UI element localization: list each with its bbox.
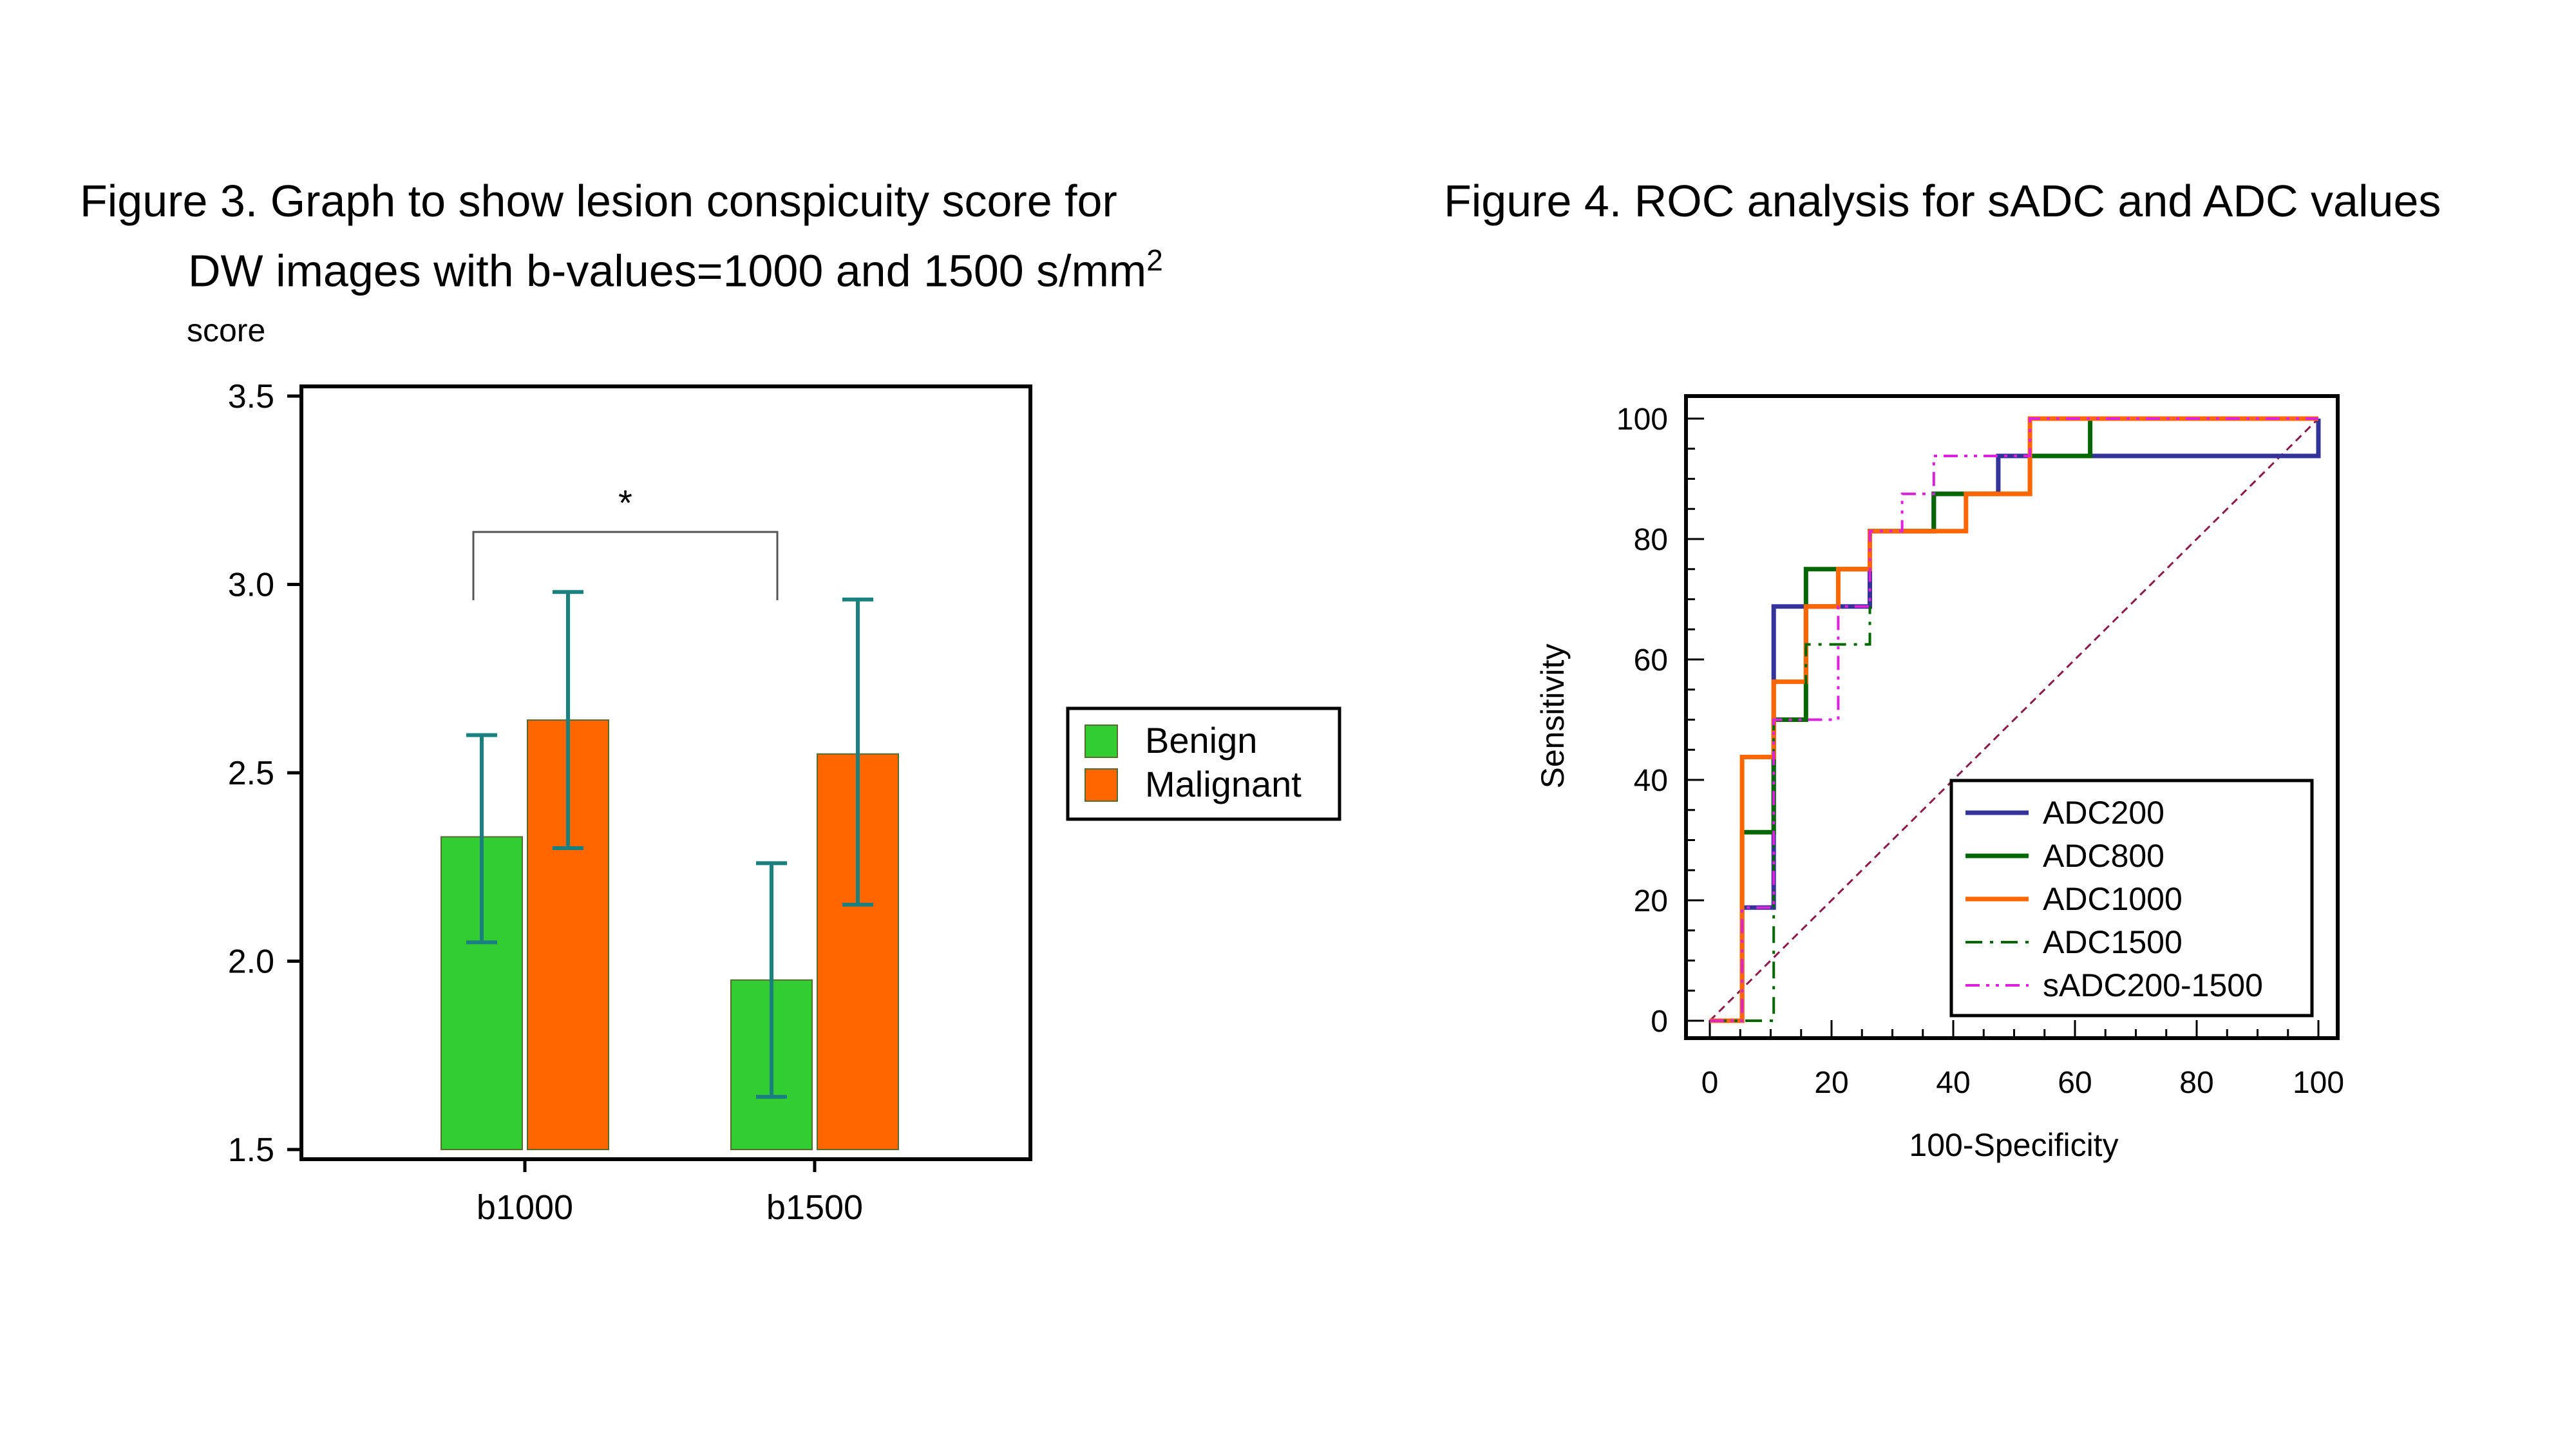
bar-chart-ytick-label: 1.5 <box>228 1132 274 1169</box>
figure3-caption-label: Figure 3. <box>80 176 258 226</box>
roc-diagonal-reference <box>1709 417 2320 1022</box>
bar-chart-xtick-label: b1000 <box>477 1188 573 1227</box>
bar-chart-ytick-label: 2.0 <box>228 943 274 981</box>
figure4-caption-text: ROC analysis for sADC and ADC values <box>1634 176 2441 226</box>
figure3-caption-line2: DW images with b-values=1000 and 1500 s/… <box>188 245 1147 296</box>
roc-ytick-label: 20 <box>1634 884 1668 918</box>
roc-legend-label-adc200: ADC200 <box>2043 795 2164 831</box>
roc-xtick-label: 40 <box>1936 1066 1970 1100</box>
bar-chart-frame <box>299 384 1032 1161</box>
roc-legend-label-adc1500: ADC1500 <box>2043 924 2183 960</box>
legend-swatch-benign <box>1084 724 1118 758</box>
roc-legend-label-adc1000: ADC1000 <box>2043 881 2183 917</box>
figure3-caption-superscript: 2 <box>1146 243 1163 277</box>
roc-xtick-label: 20 <box>1814 1066 1848 1100</box>
roc-chart: 0 20 40 60 80 100 0 20 40 60 80 100 100-Specificity S… <box>1535 394 2344 1163</box>
roc-legend-label-adc800: ADC800 <box>2043 838 2164 874</box>
roc-series-adc1000 <box>1710 416 2318 1023</box>
figure4-caption: Figure 4. ROC analysis for sADC and ADC … <box>1444 171 2441 231</box>
figure3-caption-line2-wrap: DW images with b-values=1000 and 1500 s/… <box>80 231 1163 300</box>
bar-chart-ytick-label: 3.0 <box>228 567 274 604</box>
bar-chart-ytick-label: 2.5 <box>228 755 274 792</box>
figure4-caption-label: Figure 4. <box>1444 176 1622 226</box>
roc-xtick-label: 60 <box>2058 1066 2092 1100</box>
legend-swatch-malignant <box>1084 768 1118 802</box>
bar-chart-ylabel: score <box>187 312 265 348</box>
roc-ytick-label: 60 <box>1634 643 1668 677</box>
significance-bracket <box>472 531 779 600</box>
roc-legend-label-sadc200-1500: sADC200-1500 <box>2043 967 2263 1003</box>
roc-xlabel: 100-Specificity <box>1909 1127 2118 1163</box>
roc-legend: ADC200 ADC800 ADC1000 ADC1500 sADC200-1500 <box>1949 779 2314 1018</box>
bar-chart-xtick-label: b1500 <box>766 1188 863 1227</box>
figure3-caption: Figure 3. Graph to show lesion conspicui… <box>80 171 1163 300</box>
significance-label: * <box>618 482 632 523</box>
roc-ytick-label: 0 <box>1651 1005 1668 1039</box>
roc-ylabel: Sensitivity <box>1535 643 1571 788</box>
roc-xtick-label: 80 <box>2179 1066 2213 1100</box>
roc-series-adc1500 <box>1710 606 1871 1022</box>
bar-chart: score 1.5 2.0 2.5 3.0 3.5 * b1000 b1500 BenignMal… <box>187 312 1341 1227</box>
roc-xtick-label: 0 <box>1701 1066 1719 1100</box>
roc-xtick-label: 100 <box>2293 1066 2344 1100</box>
roc-series-sadc200-1500 <box>1710 417 2318 1022</box>
legend-label-benign: Benign <box>1145 720 1257 761</box>
figure3-caption-line1: Graph to show lesion conspicuity score f… <box>270 176 1117 226</box>
roc-ytick-label: 40 <box>1634 764 1668 798</box>
roc-ytick-label: 100 <box>1616 402 1668 437</box>
legend-label-malignant: Malignant <box>1145 764 1302 804</box>
roc-ytick-label: 80 <box>1634 523 1668 557</box>
bar-chart-ytick-label: 3.5 <box>228 378 274 415</box>
